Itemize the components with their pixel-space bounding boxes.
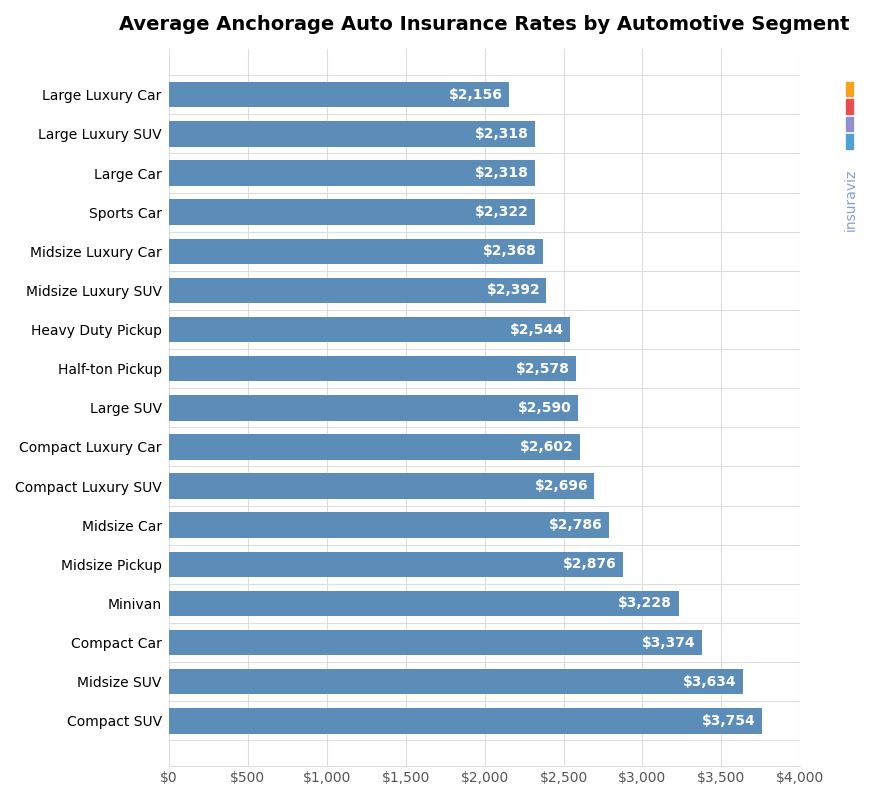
Bar bbox=[169, 356, 575, 382]
Bar bbox=[169, 434, 579, 460]
Bar bbox=[169, 278, 546, 303]
Text: $2,544: $2,544 bbox=[509, 322, 563, 337]
Text: $2,786: $2,786 bbox=[548, 518, 601, 532]
Text: $2,590: $2,590 bbox=[517, 401, 571, 414]
Bar bbox=[169, 160, 534, 186]
Text: $3,228: $3,228 bbox=[618, 597, 672, 610]
Bar bbox=[169, 669, 742, 694]
Text: $2,602: $2,602 bbox=[519, 440, 573, 454]
Text: $3,374: $3,374 bbox=[640, 635, 694, 650]
Title: Average Anchorage Auto Insurance Rates by Automotive Segment: Average Anchorage Auto Insurance Rates b… bbox=[119, 15, 849, 34]
Bar bbox=[169, 590, 678, 616]
Text: $2,578: $2,578 bbox=[515, 362, 569, 376]
Bar bbox=[169, 238, 542, 264]
Text: $2,318: $2,318 bbox=[474, 166, 527, 180]
Bar bbox=[169, 513, 608, 538]
Bar bbox=[169, 474, 594, 498]
Bar bbox=[169, 708, 760, 734]
Text: $2,368: $2,368 bbox=[482, 244, 536, 258]
Bar bbox=[169, 82, 508, 107]
Text: $2,876: $2,876 bbox=[562, 558, 616, 571]
Bar bbox=[169, 199, 534, 225]
Text: $2,318: $2,318 bbox=[474, 127, 527, 141]
Text: insuraviz: insuraviz bbox=[843, 169, 857, 231]
Text: $2,696: $2,696 bbox=[534, 479, 587, 493]
Bar bbox=[169, 552, 622, 577]
Bar bbox=[169, 395, 577, 421]
Text: $3,754: $3,754 bbox=[700, 714, 754, 728]
Text: $2,322: $2,322 bbox=[474, 205, 528, 219]
Bar bbox=[169, 630, 700, 655]
Text: $3,634: $3,634 bbox=[682, 674, 735, 689]
Text: $2,156: $2,156 bbox=[448, 88, 502, 102]
Bar bbox=[169, 121, 534, 146]
Text: $2,392: $2,392 bbox=[486, 283, 540, 298]
Bar bbox=[169, 317, 570, 342]
